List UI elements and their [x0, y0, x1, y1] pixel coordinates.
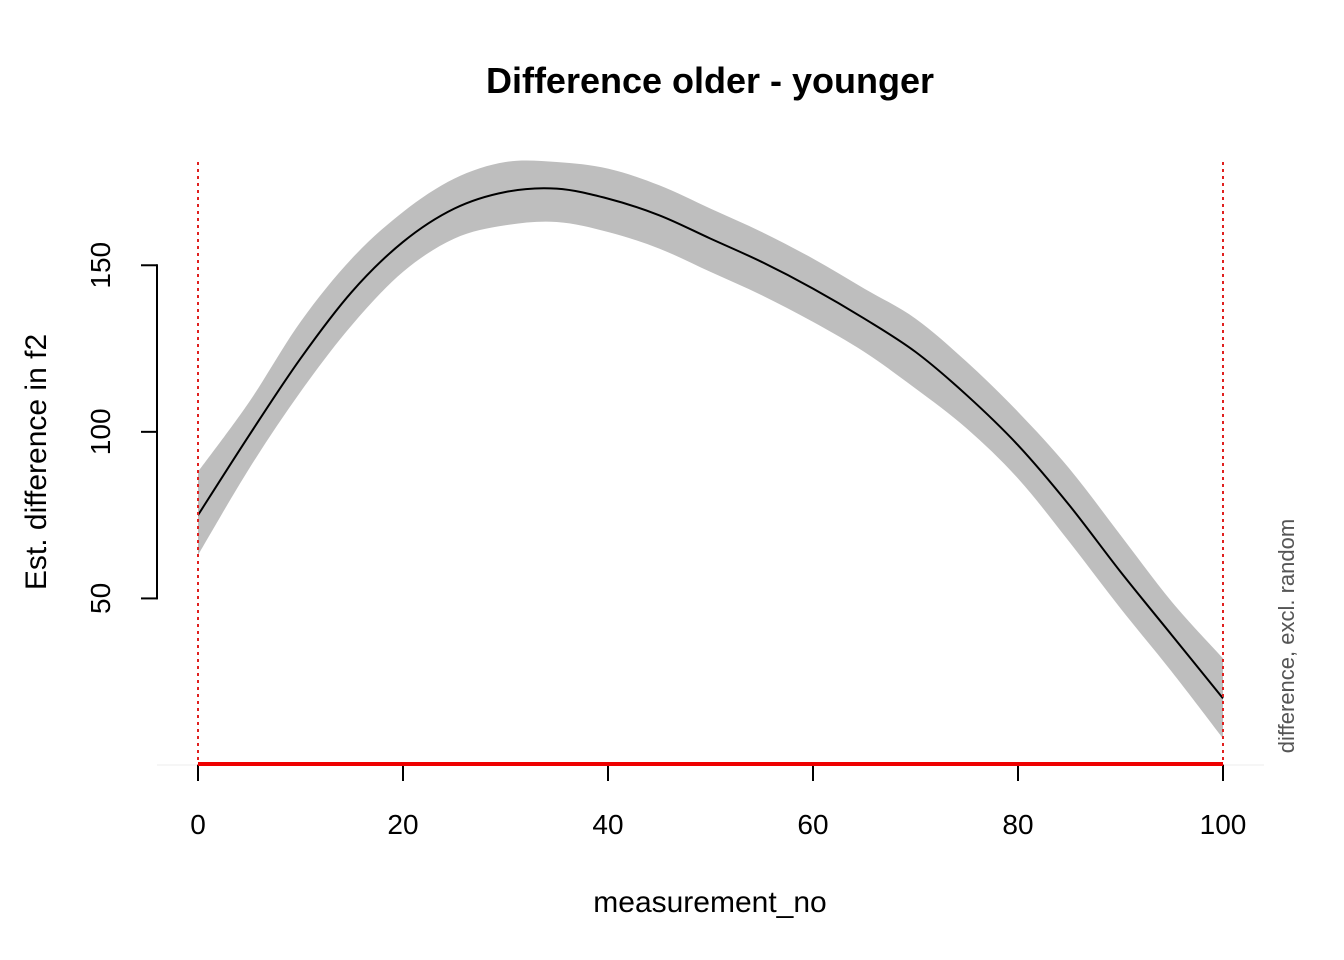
confidence-band-0 [198, 160, 1223, 739]
confidence-band-layer [198, 160, 1223, 739]
x-tick-label-0: 0 [190, 809, 206, 840]
boundary-lines-layer [197, 162, 1224, 765]
side-note-label: difference, excl. random [1274, 519, 1299, 753]
x-tick-label-2: 40 [592, 809, 623, 840]
y-axis-label: Est. difference in f2 [20, 334, 53, 590]
estimate-line-0 [197, 187, 1224, 699]
x-axis: 0 20 40 60 80 100 [157, 764, 1264, 840]
y-axis: 50 100 150 [85, 242, 158, 614]
y-tick-label-2: 150 [85, 242, 116, 289]
x-tick-label-4: 80 [1002, 809, 1033, 840]
chart-title: Difference older - younger [486, 60, 934, 101]
x-tick-label-1: 20 [387, 809, 418, 840]
x-axis-label: measurement_no [593, 886, 826, 919]
estimate-line-layer [197, 187, 1224, 699]
x-tick-label-5: 100 [1200, 809, 1247, 840]
y-tick-label-1: 100 [85, 408, 116, 455]
x-tick-label-3: 60 [797, 809, 828, 840]
y-tick-label-0: 50 [85, 583, 116, 614]
